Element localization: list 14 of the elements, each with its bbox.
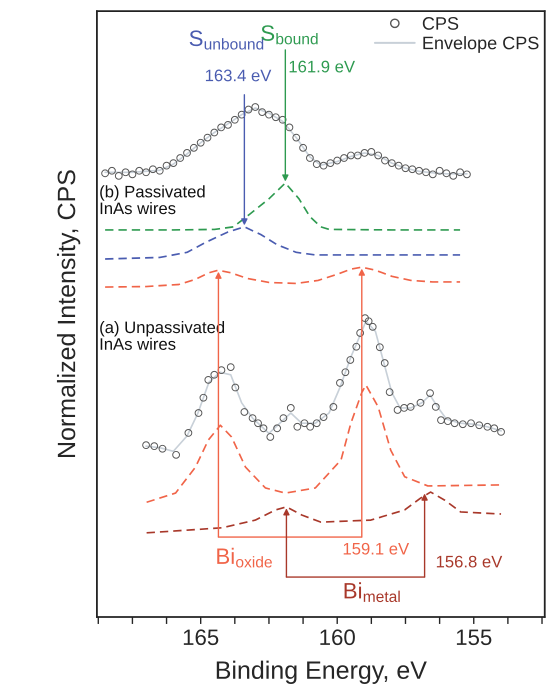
x-tick-label: 165 bbox=[184, 629, 218, 646]
annotation: Bi$_{oxide}$ bbox=[217, 548, 272, 568]
annotation: (b) Passivated InAs wires bbox=[100, 185, 205, 214]
annotation: Bi$_{metal}$ bbox=[344, 582, 400, 602]
x-axis-title: Binding Energy, eV bbox=[216, 660, 427, 684]
legend-label: Envelope CPS bbox=[423, 36, 539, 53]
annotation: 161.9 eV bbox=[290, 60, 355, 72]
x-tick-label: 155 bbox=[456, 630, 492, 646]
legend-label: CPS bbox=[422, 17, 458, 30]
y-axis-title: Normalized Intensity, CPS bbox=[56, 170, 80, 457]
x-tick-label: 160 bbox=[320, 629, 355, 646]
annotation: 159.1 eV bbox=[344, 542, 410, 555]
annotation: 156.8 eV bbox=[436, 556, 502, 568]
annotation: 163.4 eV bbox=[206, 70, 272, 82]
